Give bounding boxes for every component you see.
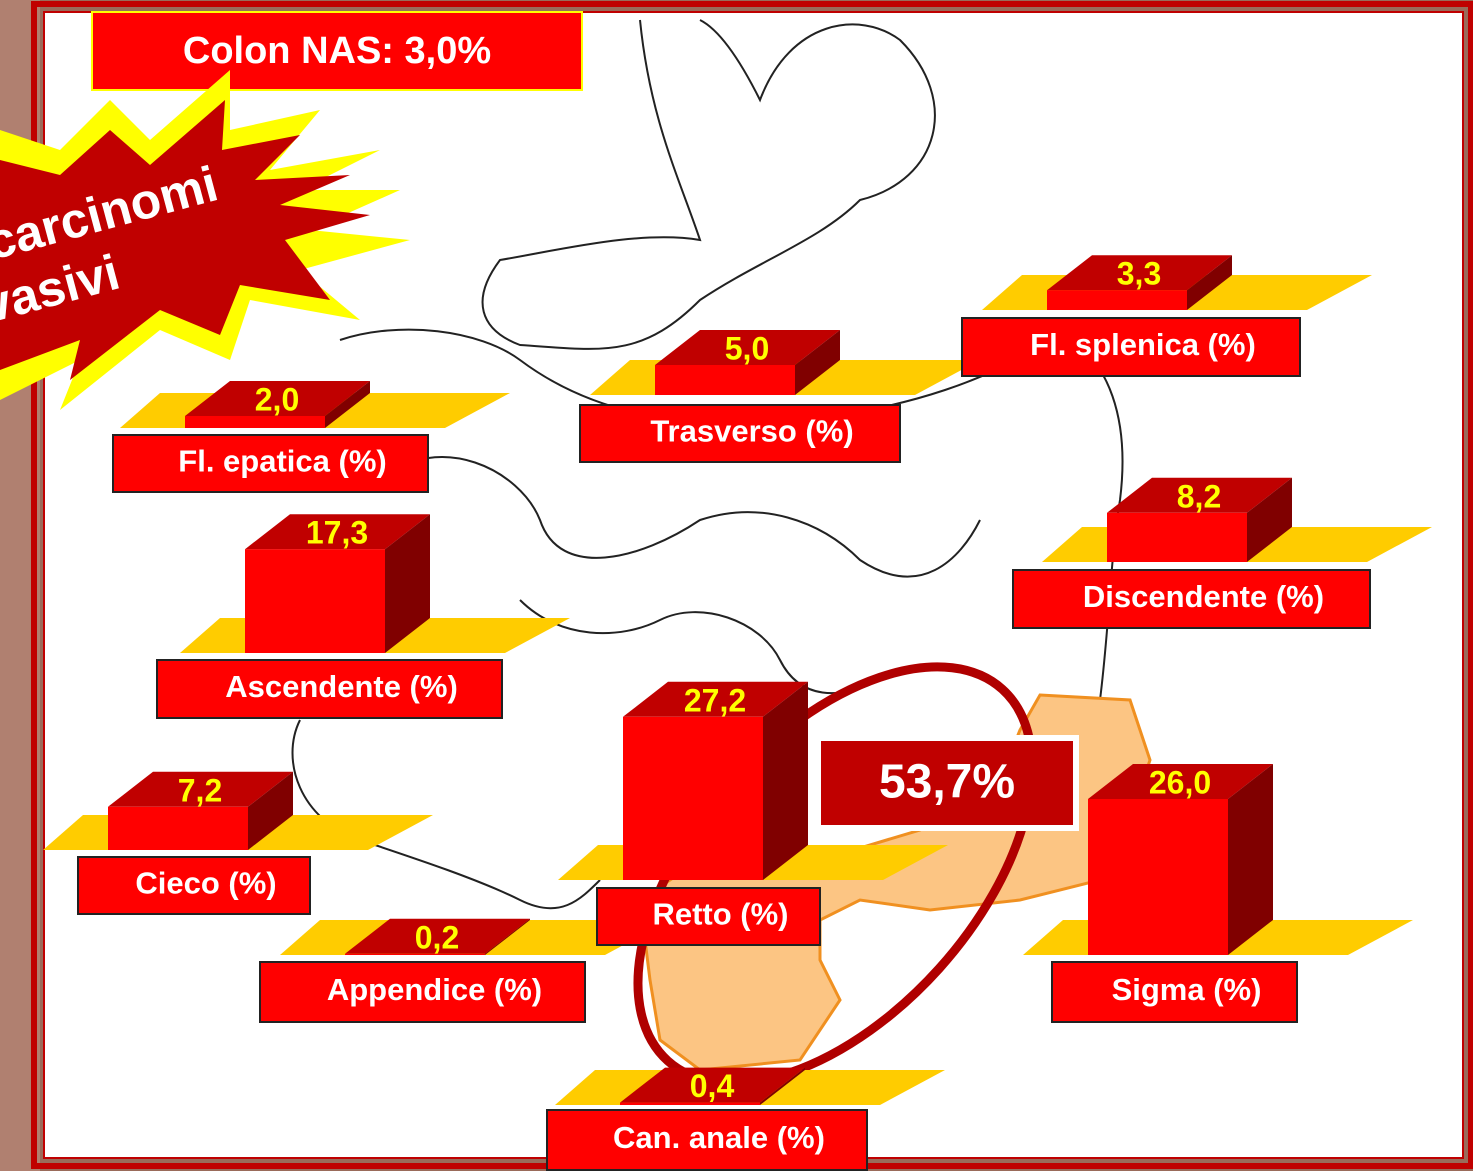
bar	[623, 716, 763, 880]
label-box	[156, 659, 503, 719]
bar-side	[485, 918, 530, 955]
bar-top	[1047, 255, 1232, 291]
segment-label: Fl. splenica (%)	[1030, 327, 1256, 362]
segment-label: Trasverso (%)	[650, 414, 853, 449]
bar-side	[1228, 764, 1273, 955]
bar-side	[248, 771, 293, 850]
bar	[245, 549, 385, 653]
bar-top	[1088, 764, 1273, 799]
bar-top	[655, 330, 840, 365]
label-box	[1012, 569, 1371, 629]
segment-label: Ascendente (%)	[225, 669, 458, 704]
bar-top	[245, 514, 430, 550]
segment-label: Discendente (%)	[1083, 579, 1324, 614]
value-label: 8,2	[1177, 478, 1221, 514]
bar	[108, 806, 248, 850]
bar-side	[325, 381, 370, 428]
bar-top	[623, 681, 808, 717]
value-label: 0,4	[690, 1068, 735, 1104]
value-label: 17,3	[306, 515, 368, 551]
bar	[345, 953, 485, 955]
label-box	[596, 887, 821, 946]
label-box	[546, 1109, 868, 1171]
segment-label: Cieco (%)	[135, 866, 276, 901]
bar-top	[185, 381, 370, 416]
value-label: 5,0	[725, 330, 769, 366]
bar-top	[1107, 477, 1292, 513]
bar-side	[763, 681, 808, 880]
bar	[655, 365, 795, 395]
segment-label: Sigma (%)	[1112, 972, 1262, 1007]
label-box	[112, 434, 429, 493]
label-box	[77, 856, 311, 915]
segment-label: Fl. epatica (%)	[178, 444, 386, 479]
bar	[185, 416, 325, 428]
value-label: 26,0	[1149, 764, 1211, 800]
segment-label: Can. anale (%)	[613, 1120, 825, 1155]
label-box	[961, 317, 1301, 377]
bar-top	[620, 1067, 805, 1103]
bar-top	[345, 918, 530, 954]
bar-side	[795, 330, 840, 395]
starburst	[0, 100, 370, 380]
value-label: 7,2	[178, 772, 222, 808]
bar-side	[760, 1067, 805, 1105]
bar-side	[1187, 255, 1232, 310]
highlight-label: 53,7%	[879, 756, 1015, 809]
segment-label: Retto (%)	[652, 897, 788, 932]
bar-side	[385, 514, 430, 653]
label-box	[259, 961, 586, 1023]
label-box	[579, 404, 901, 463]
bar	[620, 1102, 760, 1105]
label-box	[1051, 961, 1298, 1023]
value-label: 27,2	[684, 682, 746, 718]
title-box	[91, 11, 583, 91]
highlight-box	[815, 735, 1079, 831]
bar	[1107, 512, 1247, 562]
bar-top	[108, 771, 293, 807]
value-label: 2,0	[255, 381, 299, 417]
value-label: 0,2	[415, 919, 459, 955]
bar	[1047, 290, 1187, 310]
bar	[1088, 799, 1228, 955]
bar-side	[1247, 477, 1292, 562]
segment-label: Appendice (%)	[327, 972, 542, 1007]
value-label: 3,3	[1117, 256, 1161, 292]
title: Colon NAS: 3,0%	[183, 30, 491, 72]
